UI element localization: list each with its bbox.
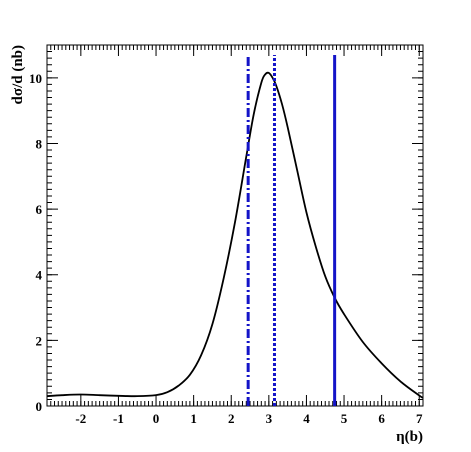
x-tick-label: 7 [416, 411, 423, 426]
x-tick-label: 2 [228, 411, 235, 426]
y-tick-label: 6 [36, 202, 43, 217]
x-tick-labels: -2 -1 0 1 2 3 4 5 6 7 [75, 411, 423, 426]
major-ticks [47, 45, 423, 407]
y-tick-labels: 0 2 4 6 8 10 [29, 71, 43, 414]
y-tick-label: 0 [36, 399, 43, 414]
y-tick-label: 10 [29, 71, 42, 86]
y-axis-title: dσ/d (nb) [10, 45, 26, 104]
x-tick-label: 0 [153, 411, 160, 426]
series-line-0 [46, 71, 424, 399]
vertical-lines [246, 55, 337, 406]
series-layer [46, 71, 424, 399]
y-tick-label: 2 [36, 333, 43, 348]
y-tick-label: 4 [36, 268, 43, 283]
x-tick-label: 3 [266, 411, 273, 426]
x-tick-label: -2 [75, 411, 86, 426]
y-tick-label: 8 [36, 136, 43, 151]
x-axis-title: η(b) [396, 429, 423, 445]
x-tick-label: 6 [378, 411, 385, 426]
x-tick-label: 5 [341, 411, 348, 426]
x-tick-label: -1 [113, 411, 124, 426]
x-tick-label: 1 [190, 411, 197, 426]
x-tick-label: 4 [303, 411, 310, 426]
